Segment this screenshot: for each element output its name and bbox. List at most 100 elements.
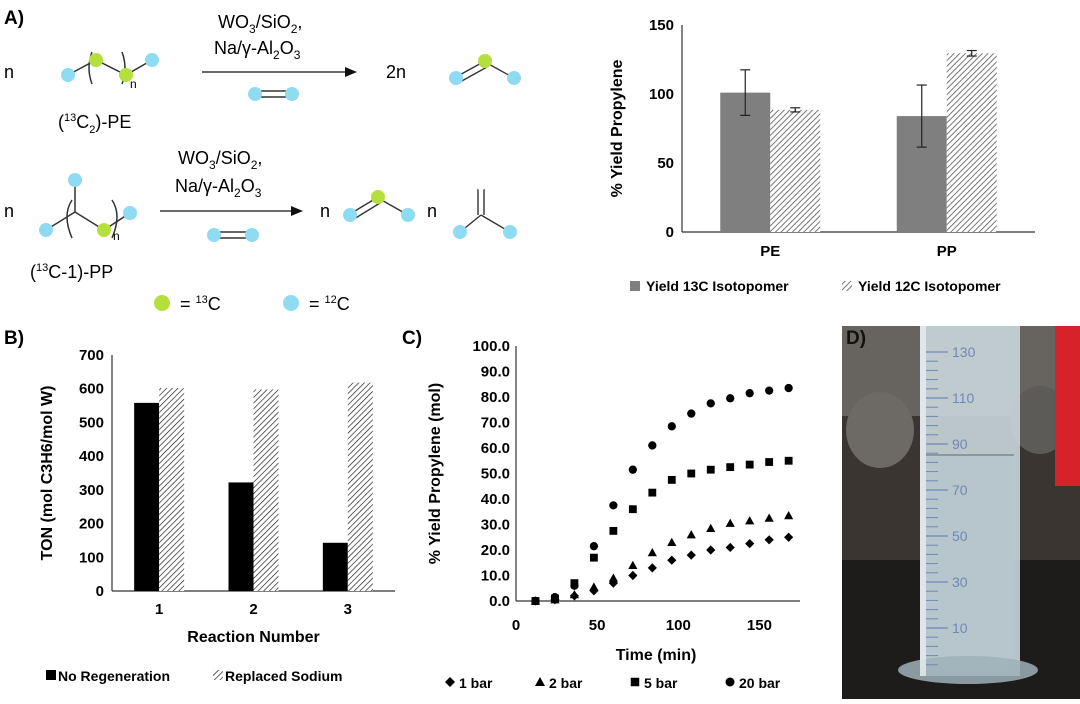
scale-label: 10 bbox=[952, 620, 968, 636]
y-axis-title: TON (mol C3H6/mol W) bbox=[39, 386, 56, 561]
cylinder-liquid bbox=[926, 455, 1014, 670]
x-tick-label: PP bbox=[937, 243, 957, 260]
catalyst-2-line2: Na/γ-Al2O3 bbox=[175, 176, 262, 200]
point-5-bar bbox=[745, 460, 754, 469]
pp-label: (13C-1)-PP bbox=[30, 262, 113, 282]
reaction-arrow-1 bbox=[202, 67, 357, 77]
y-tick-label: 0 bbox=[666, 224, 674, 241]
legend-marker-5-bar bbox=[630, 677, 640, 687]
point-1-bar bbox=[608, 578, 618, 588]
point-2-bar bbox=[608, 573, 618, 582]
point-2-bar bbox=[764, 513, 774, 522]
legend-marker-1-bar bbox=[445, 677, 455, 687]
scheme-2n: 2n bbox=[386, 62, 406, 82]
y-tick-label: 300 bbox=[79, 482, 104, 499]
background-object bbox=[846, 392, 914, 468]
point-5-bar bbox=[667, 475, 676, 484]
y-tick-label: 100 bbox=[79, 549, 104, 566]
bar-reaction-3-no-regeneration bbox=[322, 542, 348, 591]
y-axis-title: % Yield Propylene (mol) bbox=[427, 383, 444, 564]
scheme-n-3: n bbox=[320, 201, 330, 221]
legend-label: 1 bar bbox=[459, 675, 493, 691]
point-1-bar bbox=[667, 555, 677, 565]
scheme-n-1: n bbox=[4, 62, 14, 82]
point-5-bar bbox=[765, 458, 774, 466]
carbon-12-atom bbox=[145, 53, 159, 67]
bar-reaction-3-replaced-sodium bbox=[347, 382, 373, 591]
y-tick-label: 0 bbox=[96, 583, 104, 600]
scale-label: 50 bbox=[952, 528, 968, 544]
scale-label: 90 bbox=[952, 436, 968, 452]
x-tick-label: 3 bbox=[344, 601, 352, 618]
point-5-bar bbox=[648, 488, 657, 497]
catalyst-1-line2: Na/γ-Al2O3 bbox=[214, 38, 301, 62]
point-1-bar bbox=[745, 539, 755, 549]
panel-label-d: D) bbox=[846, 328, 866, 349]
point-1-bar bbox=[686, 550, 696, 560]
point-2-bar bbox=[589, 582, 599, 591]
x-axis-title: Reaction Number bbox=[187, 629, 319, 646]
legend-label: 2 bar bbox=[549, 675, 583, 691]
carbon-13-atom bbox=[97, 223, 111, 237]
scale-label: 110 bbox=[952, 390, 975, 406]
y-tick-label: 600 bbox=[79, 381, 104, 398]
y-tick-label: 50.0 bbox=[481, 466, 510, 483]
y-tick-label: 40.0 bbox=[481, 491, 510, 508]
y-tick-label: 80.0 bbox=[481, 389, 510, 406]
x-tick-label: PE bbox=[760, 243, 780, 260]
point-5-bar bbox=[784, 456, 793, 465]
point-20-bar bbox=[745, 389, 754, 398]
cylinder-scale: 130 110 90 70 50 30 10 bbox=[926, 344, 976, 666]
y-tick-label: 10.0 bbox=[481, 568, 510, 585]
scale-label: 70 bbox=[952, 482, 968, 498]
point-1-bar bbox=[706, 545, 716, 555]
legend-12c-label: = 12C bbox=[309, 294, 350, 314]
catalyst-1-line1: WO3/SiO2, bbox=[218, 12, 302, 36]
x-tick-label: 50 bbox=[589, 617, 606, 634]
legend-13c-marker bbox=[154, 295, 170, 311]
point-20-bar bbox=[570, 581, 579, 590]
propylene-product-2 bbox=[343, 190, 415, 222]
point-1-bar bbox=[784, 532, 794, 542]
chart-a-isotopomer-yield: 0 50 100 150 PE PP % Yield Propylene Yield 13C … bbox=[609, 17, 1035, 294]
carbon-12-atom bbox=[61, 68, 75, 82]
legend-12c-marker bbox=[283, 295, 299, 311]
bar-reaction-2-no-regeneration bbox=[228, 482, 254, 591]
y-tick-label: 200 bbox=[79, 516, 104, 533]
red-object bbox=[1055, 326, 1080, 486]
pe-structure bbox=[67, 51, 153, 85]
reaction-scheme: n n (13C2)-PE WO3/SiO2, Na/γ-Al2O3 2n bbox=[4, 12, 521, 314]
point-2-bar bbox=[745, 516, 755, 525]
panel-label-c: C) bbox=[402, 328, 422, 349]
reaction-arrow-2 bbox=[160, 206, 303, 216]
point-5-bar bbox=[628, 505, 637, 514]
point-5-bar bbox=[589, 553, 598, 562]
y-tick-label: 400 bbox=[79, 448, 104, 465]
repeat-subscript-n: n bbox=[130, 77, 137, 91]
y-tick-label: 90.0 bbox=[481, 364, 510, 381]
point-2-bar bbox=[628, 560, 638, 569]
scheme-n-4: n bbox=[427, 201, 437, 221]
bar-pp-12c bbox=[946, 53, 997, 232]
point-20-bar bbox=[765, 386, 774, 395]
legend-marker-20-bar bbox=[725, 677, 735, 687]
propylene-product-1 bbox=[449, 54, 521, 85]
scale-label: 30 bbox=[952, 574, 968, 590]
point-2-bar bbox=[647, 547, 657, 557]
pe-label: (13C2)-PE bbox=[58, 112, 131, 136]
carbon-13-atom bbox=[119, 68, 133, 82]
legend-swatch bbox=[630, 281, 640, 291]
x-tick-label: 1 bbox=[155, 601, 163, 618]
repeat-subscript-n: n bbox=[113, 229, 120, 243]
bar-reaction-1-replaced-sodium bbox=[159, 388, 185, 591]
legend-13c-label: = 13C bbox=[180, 294, 221, 314]
point-1-bar bbox=[764, 535, 774, 545]
legend-swatch bbox=[46, 670, 56, 680]
legend-label: Replaced Sodium bbox=[225, 668, 342, 684]
x-tick-label: 150 bbox=[747, 617, 772, 634]
x-tick-label: 2 bbox=[249, 601, 257, 618]
legend-swatch bbox=[213, 670, 223, 680]
scheme-n-2: n bbox=[4, 201, 14, 221]
carbon-12-atom bbox=[123, 206, 137, 220]
